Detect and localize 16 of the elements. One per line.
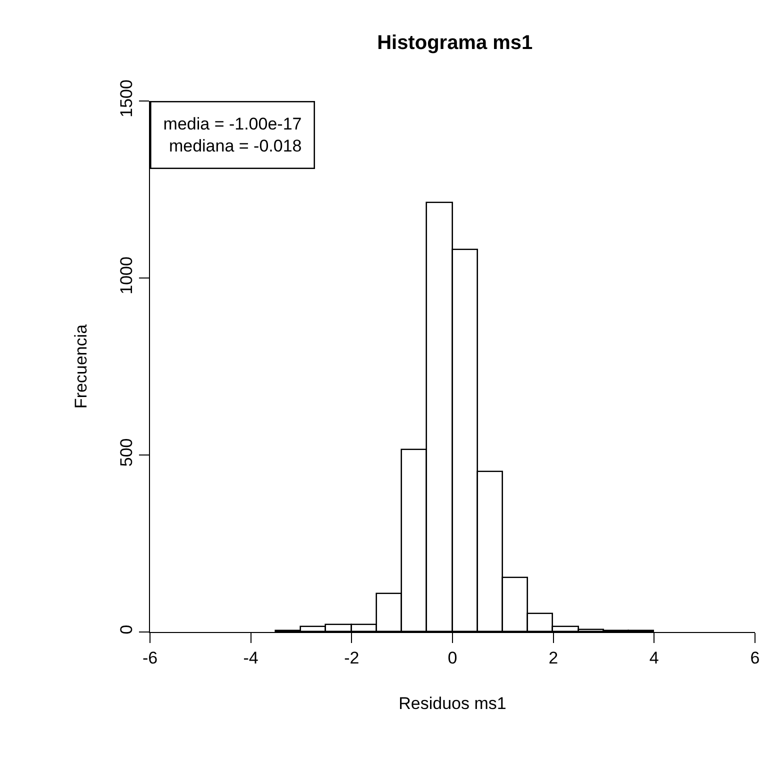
y-tick-label: 500 — [117, 438, 136, 467]
x-tick-label: 2 — [548, 648, 558, 668]
x-axis-title: Residuos ms1 — [398, 694, 506, 713]
x-tick-label: 6 — [750, 648, 760, 668]
x-tick-label: -4 — [243, 648, 258, 668]
y-tick-label: 1500 — [117, 80, 136, 118]
annotation: media = -1.00e-17 — [163, 114, 302, 134]
y-axis-title: Frecuencia — [72, 324, 91, 409]
x-tick-label: -2 — [344, 648, 360, 668]
x-tick-label: 0 — [448, 648, 458, 668]
y-tick-label: 0 — [117, 624, 136, 634]
x-tick-label: 4 — [649, 648, 659, 668]
y-tick-label: 1000 — [117, 256, 136, 294]
x-tick-label: -6 — [142, 648, 158, 668]
chart-title: Histograma ms1 — [377, 32, 533, 54]
annotation: mediana = -0.018 — [168, 136, 302, 156]
